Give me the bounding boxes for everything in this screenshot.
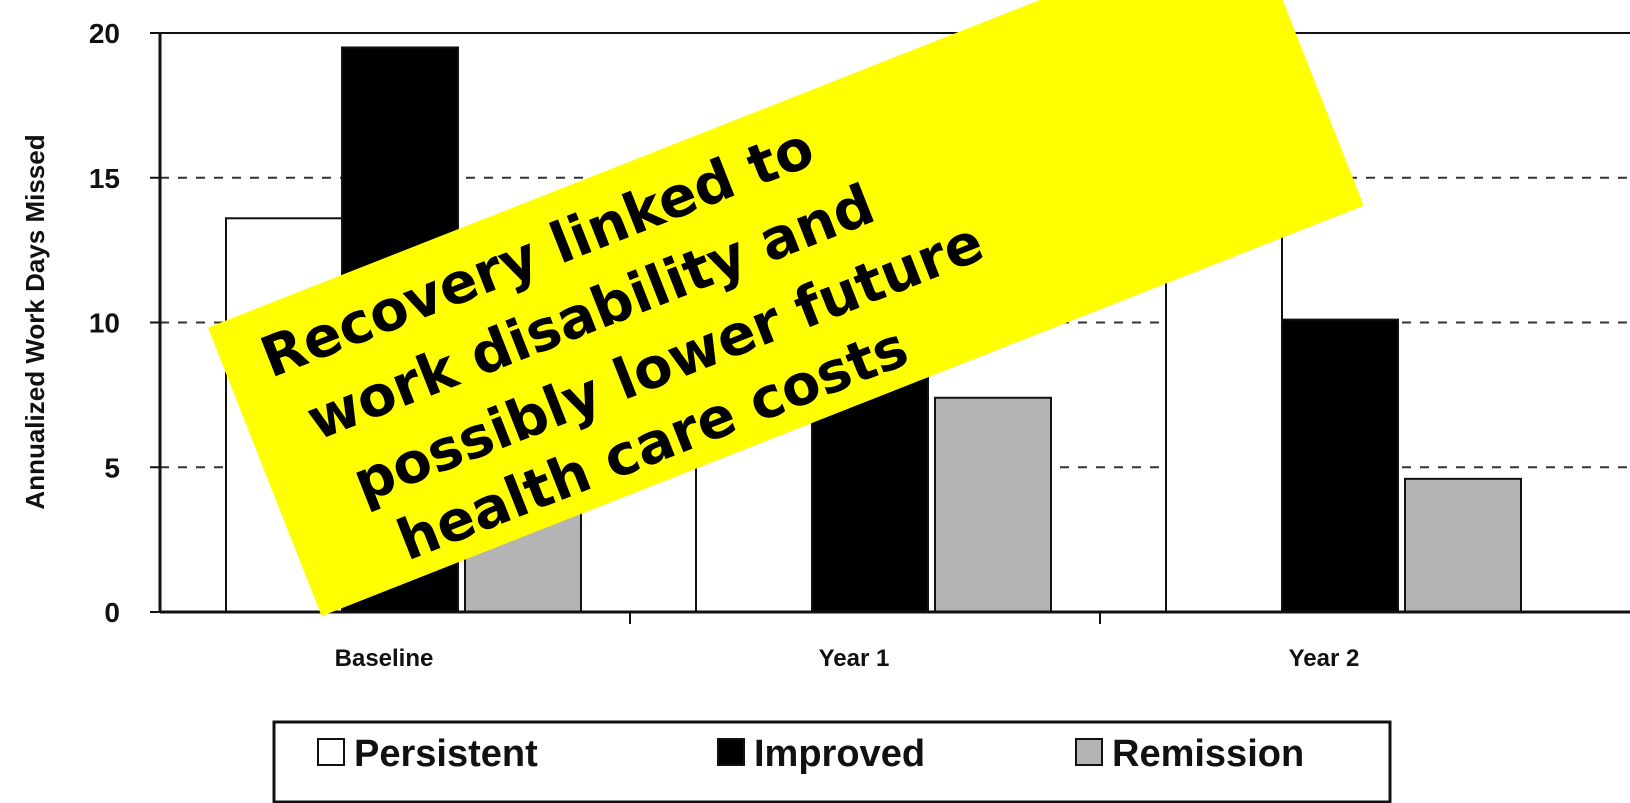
y-tick-label: 0: [104, 597, 120, 628]
bar-remission-year-2: [1404, 477, 1522, 613]
legend: Persistent Improved Remission: [272, 720, 1392, 803]
legend-swatch-persistent: [317, 738, 345, 766]
bar-remission-year-1: [934, 396, 1052, 613]
y-axis-title: Annualized Work Days Missed: [20, 134, 50, 509]
y-tick-label: 10: [89, 308, 120, 339]
callout-note: Recovery linked to work disability and p…: [207, 0, 1364, 617]
y-ticks: 0 5 10 15 20: [89, 18, 160, 628]
bar-improved-year-2: [1281, 318, 1399, 613]
legend-swatch-improved: [717, 738, 745, 766]
legend-box: [272, 720, 1392, 803]
legend-swatch-remission: [1075, 738, 1103, 766]
x-category-label: Year 1: [819, 645, 890, 672]
callout-background: [207, 0, 1364, 617]
y-tick-label: 5: [104, 452, 120, 483]
x-category-label: Baseline: [335, 645, 434, 672]
legend-label-remission: Remission: [1112, 733, 1304, 775]
legend-label-improved: Improved: [754, 733, 925, 775]
y-tick-label: 20: [89, 18, 120, 49]
x-categories: Baseline Year 1 Year 2: [335, 612, 1360, 672]
legend-label-persistent: Persistent: [354, 733, 538, 775]
x-category-label: Year 2: [1289, 645, 1360, 672]
y-tick-label: 15: [89, 163, 120, 194]
